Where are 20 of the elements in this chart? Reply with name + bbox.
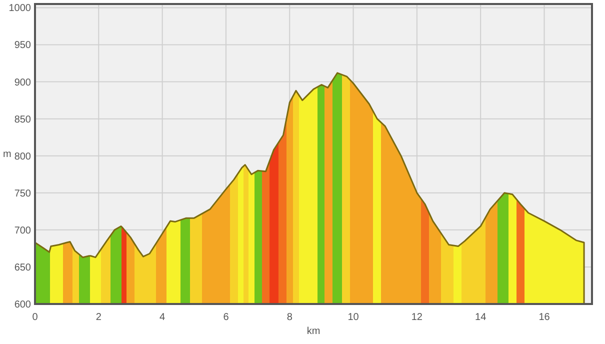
y-tick-label: 900 (14, 77, 32, 88)
x-tick-label: 6 (223, 312, 230, 323)
y-tick-label: 700 (14, 225, 32, 236)
x-axis-title: km (306, 326, 320, 337)
x-tick-label: 0 (32, 312, 38, 323)
x-tick-label: 4 (160, 312, 166, 323)
x-tick-label: 14 (475, 312, 487, 323)
x-tick-label: 16 (538, 312, 550, 323)
x-tick-label: 12 (411, 312, 423, 323)
y-tick-label: 800 (14, 151, 32, 162)
y-tick-label: 850 (14, 114, 32, 126)
x-tick-label: 2 (96, 312, 102, 323)
y-tick-label: 1000 (8, 3, 32, 14)
y-tick-label: 750 (14, 188, 32, 200)
x-tick-label: 8 (286, 312, 293, 323)
y-tick-label: 650 (14, 262, 32, 274)
y-tick-label: 600 (14, 300, 32, 310)
y-axis-title: m (3, 149, 12, 160)
x-tick-label: 10 (348, 312, 360, 323)
y-tick-label: 950 (14, 40, 32, 52)
